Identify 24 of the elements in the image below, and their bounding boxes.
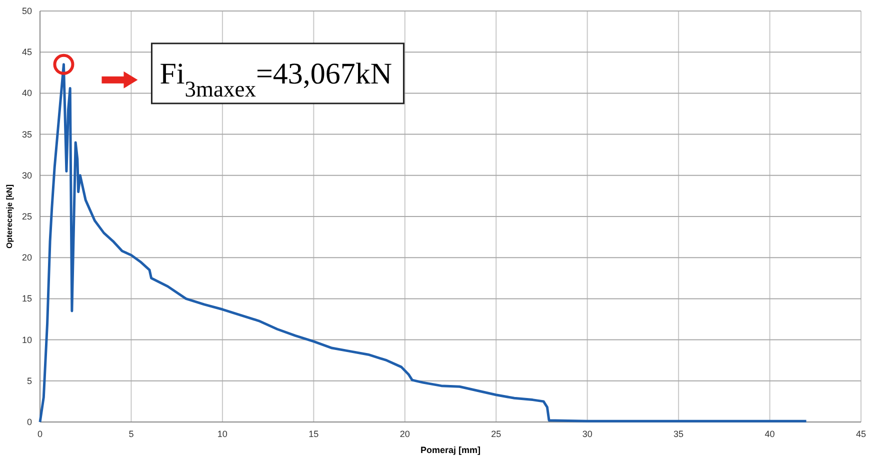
x-tick-label: 45 bbox=[856, 429, 866, 439]
x-axis-title: Pomeraj [mm] bbox=[420, 445, 481, 455]
y-tick-label: 5 bbox=[26, 376, 32, 386]
x-tick-label: 35 bbox=[674, 429, 684, 439]
y-tick-label: 25 bbox=[22, 212, 32, 222]
x-tick-label: 20 bbox=[400, 429, 410, 439]
y-tick-label: 50 bbox=[22, 6, 32, 16]
x-tick-label: 15 bbox=[308, 429, 319, 439]
annotation: Fi$_{3maxex}$=43,067kN bbox=[160, 57, 392, 101]
y-tick-label: 15 bbox=[22, 294, 32, 304]
y-tick-label: 0 bbox=[26, 417, 32, 427]
x-tick-label: 0 bbox=[37, 429, 43, 439]
y-tick-label: 40 bbox=[22, 88, 32, 98]
x-tick-label: 5 bbox=[128, 429, 134, 439]
y-tick-label: 35 bbox=[22, 129, 32, 140]
x-tick-label: 30 bbox=[582, 429, 592, 439]
y-axis-title: Opterecenje [kN] bbox=[5, 184, 14, 249]
x-tick-label: 40 bbox=[764, 429, 775, 439]
y-tick-label: 30 bbox=[22, 170, 32, 180]
x-tick-label: 25 bbox=[491, 429, 502, 439]
x-tick-label: 10 bbox=[217, 429, 228, 439]
y-tick-label: 45 bbox=[22, 47, 32, 58]
y-tick-label: 10 bbox=[22, 334, 32, 345]
y-tick-label: 20 bbox=[22, 252, 32, 263]
